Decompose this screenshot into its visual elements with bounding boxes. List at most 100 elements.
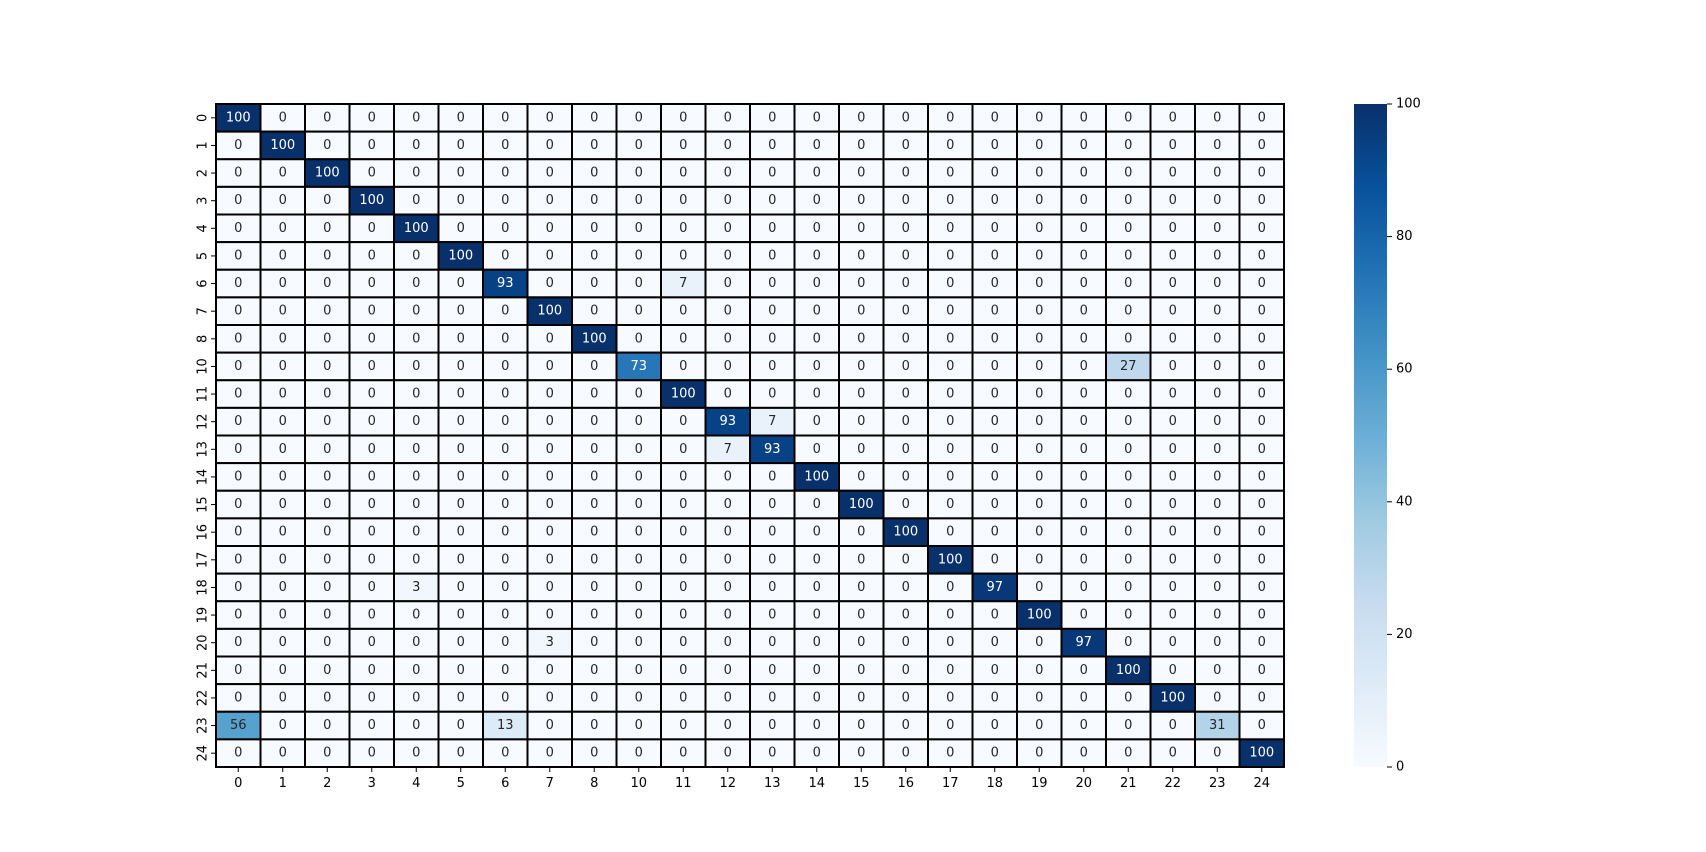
- heatmap-cell: [1238, 379, 1285, 409]
- cell-value-label: 0: [635, 138, 643, 153]
- cell-value-label: 0: [857, 663, 865, 678]
- cell-value-label: 0: [1080, 248, 1088, 263]
- heatmap-cell: [704, 627, 751, 658]
- cell-value-label: 0: [902, 580, 910, 595]
- cell-value-label: 0: [234, 304, 242, 319]
- cell-value-label: 0: [946, 608, 954, 623]
- cell-value-label: 0: [724, 387, 732, 402]
- cell-value-label: 0: [1258, 580, 1266, 595]
- cell-value-label: 0: [1035, 718, 1043, 733]
- cell-value-label: 0: [1035, 552, 1043, 567]
- x-tick-label: 17: [942, 776, 959, 791]
- cell-value-label: 0: [946, 138, 954, 153]
- cell-value-label: 0: [323, 469, 331, 484]
- heatmap-cell: [571, 545, 618, 575]
- cell-value-label: 0: [813, 110, 821, 125]
- cell-value-label: 0: [679, 608, 687, 623]
- cell-value-label: 0: [635, 387, 643, 402]
- heatmap-cell: [482, 185, 529, 216]
- cell-value-label: 0: [457, 552, 465, 567]
- cell-value-label: 100: [315, 166, 340, 181]
- heatmap-cell: [571, 379, 618, 409]
- cell-value-label: 0: [1258, 497, 1266, 512]
- cell-value-label: 0: [412, 193, 420, 208]
- heatmap-cell: [526, 572, 573, 603]
- cell-value-label: 0: [1258, 138, 1266, 153]
- cell-value-label: 0: [234, 138, 242, 153]
- cell-value-label: 0: [501, 221, 509, 236]
- cell-value-label: 0: [1169, 359, 1177, 374]
- cell-value-label: 0: [768, 387, 776, 402]
- heatmap-cell: [1105, 296, 1152, 326]
- heatmap-cell: [482, 738, 529, 768]
- cell-value-label: 0: [635, 110, 643, 125]
- cell-value-label: 0: [768, 525, 776, 540]
- y-tick-label: 7: [196, 307, 211, 315]
- cell-value-label: 0: [991, 276, 999, 291]
- cell-value-label: 0: [946, 304, 954, 319]
- heatmap-cell: [348, 324, 395, 354]
- cell-value-label: 0: [1035, 414, 1043, 429]
- heatmap-cell: [1060, 710, 1107, 741]
- cell-value-label: 0: [768, 304, 776, 319]
- cell-value-label: 0: [1258, 359, 1266, 374]
- cell-value-label: 0: [946, 331, 954, 346]
- cell-value-label: 0: [501, 746, 509, 761]
- cell-value-label: 0: [1169, 663, 1177, 678]
- cell-value-label: 0: [902, 166, 910, 181]
- cell-value-label: 0: [546, 359, 554, 374]
- cell-value-label: 0: [1213, 193, 1221, 208]
- cell-value-label: 0: [946, 497, 954, 512]
- cell-value-label: 0: [1169, 442, 1177, 457]
- cell-value-label: 31: [1209, 718, 1226, 733]
- cell-value-label: 0: [412, 138, 420, 153]
- y-tick-label: 18: [196, 579, 211, 596]
- cell-value-label: 0: [1080, 525, 1088, 540]
- heatmap-cell: [215, 268, 262, 299]
- cell-value-label: 0: [857, 359, 865, 374]
- cell-value-label: 0: [457, 718, 465, 733]
- cell-value-label: 0: [857, 387, 865, 402]
- cell-value-label: 0: [1035, 276, 1043, 291]
- cell-value-label: 0: [679, 221, 687, 236]
- cell-value-label: 0: [679, 193, 687, 208]
- cell-value-label: 0: [724, 248, 732, 263]
- cell-value-label: 0: [679, 580, 687, 595]
- cell-value-label: 0: [768, 221, 776, 236]
- cell-value-label: 0: [1169, 276, 1177, 291]
- heatmap-cell: [1149, 600, 1196, 630]
- heatmap-cell: [259, 462, 306, 492]
- heatmap-cell: [1238, 489, 1285, 520]
- cell-value-label: 0: [902, 690, 910, 705]
- cell-value-label: 0: [501, 414, 509, 429]
- cell-value-label: 0: [991, 690, 999, 705]
- cell-value-label: 0: [1169, 525, 1177, 540]
- cell-value-label: 0: [501, 248, 509, 263]
- cell-value-label: 0: [546, 608, 554, 623]
- cell-value-label: 0: [724, 193, 732, 208]
- heatmap-cell: [882, 351, 929, 382]
- cell-value-label: 0: [991, 635, 999, 650]
- cell-value-label: 0: [768, 552, 776, 567]
- cell-value-label: 0: [323, 387, 331, 402]
- cell-value-label: 0: [412, 248, 420, 263]
- cell-value-label: 0: [1213, 663, 1221, 678]
- cell-value-label: 0: [412, 110, 420, 125]
- cell-value-label: 0: [635, 525, 643, 540]
- y-tick-label: 8: [196, 335, 211, 343]
- cell-value-label: 0: [546, 663, 554, 678]
- cell-value-label: 0: [457, 608, 465, 623]
- heatmap-cell: [1105, 738, 1152, 768]
- cell-value-label: 0: [1035, 193, 1043, 208]
- cell-value-label: 100: [938, 552, 963, 567]
- cell-value-label: 0: [457, 469, 465, 484]
- cell-value-label: 0: [991, 746, 999, 761]
- cell-value-label: 0: [323, 138, 331, 153]
- cell-value-label: 0: [412, 718, 420, 733]
- cell-value-label: 0: [234, 166, 242, 181]
- cell-value-label: 0: [1124, 193, 1132, 208]
- cell-value-label: 0: [546, 580, 554, 595]
- heatmap-cell: [1238, 545, 1285, 575]
- cell-value-label: 100: [1027, 608, 1052, 623]
- cell-value-label: 0: [1035, 359, 1043, 374]
